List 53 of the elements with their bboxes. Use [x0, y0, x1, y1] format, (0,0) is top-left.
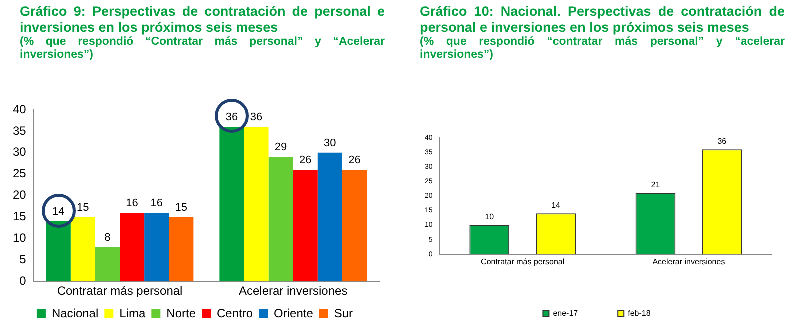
- data-label: 26: [299, 154, 312, 167]
- y-tick-label: 25: [12, 166, 27, 181]
- bar: [293, 170, 318, 282]
- legend-label: feb-18: [628, 309, 652, 318]
- x-tick-label: Contratar más personal: [481, 257, 565, 266]
- y-tick-label: 40: [12, 102, 27, 116]
- data-label: 36: [226, 112, 238, 124]
- data-label: 36: [250, 112, 263, 124]
- data-label: 21: [651, 180, 661, 190]
- data-label: 10: [485, 212, 495, 222]
- bar: [244, 127, 269, 282]
- data-label: 36: [718, 136, 728, 146]
- data-label: 26: [348, 154, 361, 167]
- bar: [70, 217, 96, 282]
- x-tick-label: Contratar más personal: [57, 284, 183, 298]
- y-tick-label: 15: [12, 210, 27, 224]
- y-tick-label: 5: [20, 252, 27, 266]
- bar: [169, 217, 194, 282]
- x-tick-label: Acelerar inversiones: [238, 284, 348, 298]
- data-label: 15: [77, 202, 90, 214]
- data-label: 16: [126, 197, 138, 210]
- legend-label: Norte: [166, 306, 196, 320]
- data-label: 30: [324, 137, 336, 150]
- bar: [220, 127, 244, 282]
- data-label: 8: [104, 232, 111, 244]
- chart-title: Gráfico 10: Nacional. Perspectivas de contratación de personal e inversiones en los próximos seis meses: [420, 4, 785, 36]
- y-tick-label: 20: [12, 188, 27, 202]
- chart-title: Gráfico 9: Perspectivas de contratación de personal e inversiones en los próximos seis meses: [20, 4, 385, 36]
- chart-subtitle: (% que respondió “Contratar más personal” y “Acelerar inversiones”): [20, 36, 385, 62]
- data-label: 14: [52, 206, 65, 218]
- legend-label: Oriente: [274, 306, 314, 320]
- data-label: 15: [175, 202, 188, 214]
- bar: [46, 222, 71, 282]
- bar: [342, 170, 367, 282]
- bar: [268, 157, 294, 282]
- y-tick-label: 30: [12, 145, 27, 160]
- legend-label: Centro: [217, 306, 254, 320]
- bar: [318, 152, 342, 282]
- bar: [144, 212, 170, 282]
- legend-label: Lima: [120, 306, 146, 320]
- y-tick-label: 10: [12, 231, 27, 246]
- legend-label: Sur: [334, 306, 354, 320]
- bar: [120, 212, 145, 282]
- data-label: 29: [274, 142, 288, 154]
- legend-label: Nacional: [52, 306, 99, 320]
- bar: [95, 247, 120, 282]
- y-tick-label: 35: [12, 124, 27, 138]
- data-label: 14: [552, 200, 562, 210]
- y-tick-label: 0: [20, 274, 27, 288]
- chart-subtitle: (% que respondió “contratar más personal” y “acelerar inversiones”): [420, 36, 785, 62]
- data-label: 16: [150, 197, 163, 210]
- x-tick-label: Acelerar inversiones: [652, 257, 726, 266]
- legend-label: ene-17: [553, 309, 579, 318]
